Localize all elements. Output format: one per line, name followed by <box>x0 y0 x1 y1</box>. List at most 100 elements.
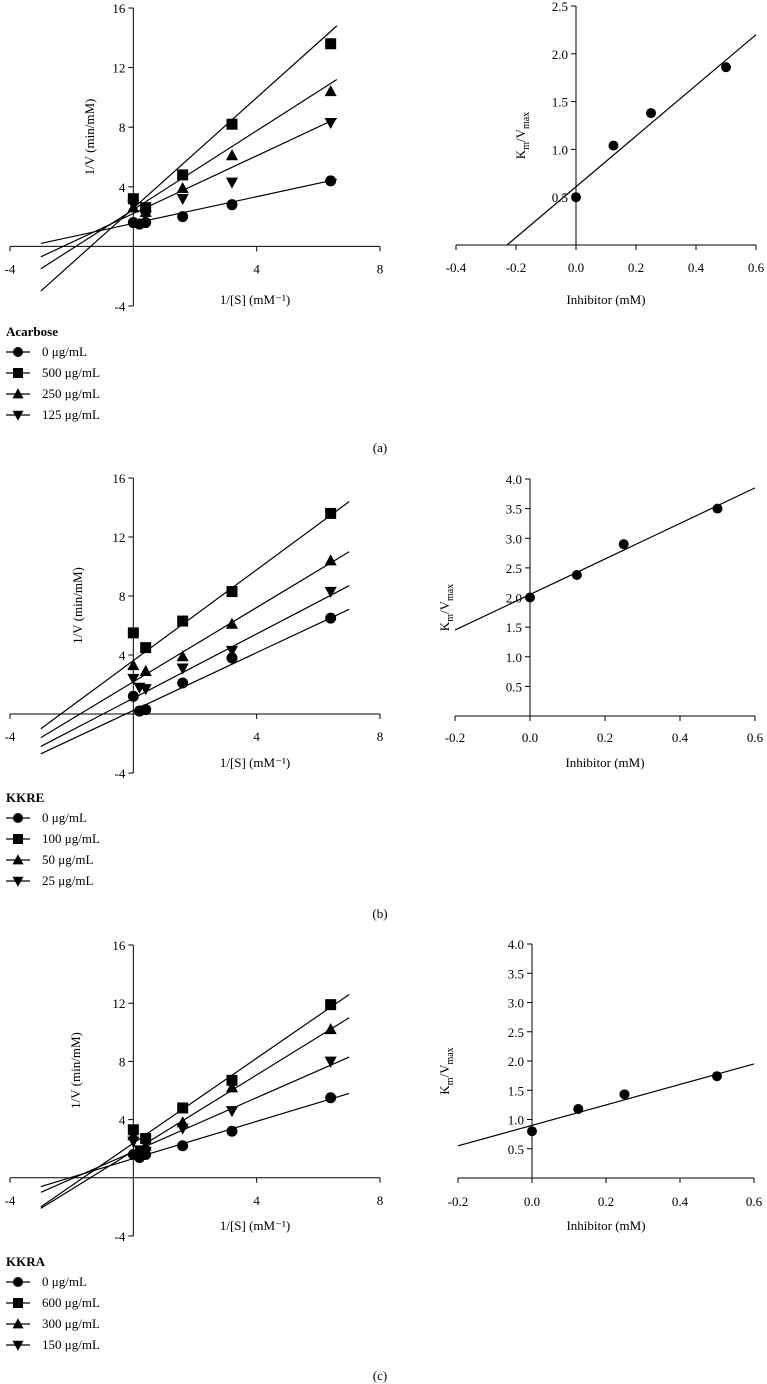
data-point <box>324 117 337 130</box>
x-tick-label: 0.4 <box>688 260 705 275</box>
legend-item-label: 500 μg/mL <box>42 365 100 380</box>
legend-marker <box>12 854 24 865</box>
x-tick-label: 0.0 <box>568 260 584 275</box>
chart-panel-2: -0.4 -0.2 0.0 0.2 0.4 0.6 0.5 1.0 1.5 2.0 2.5 Inhib… <box>446 0 765 307</box>
x-tick-label: 0.2 <box>597 730 613 745</box>
data-point <box>618 539 629 550</box>
y-axis-label: 1/V (min/mM) <box>70 567 85 644</box>
y-tick-label: -4 <box>114 299 125 314</box>
legend: Acarbose 0 μg/mL 500 μg/mL 250 μg/mL 125 μg/… <box>6 324 100 422</box>
legend-title: KKRA <box>6 1254 46 1269</box>
y-tick-label: 3.5 <box>506 502 522 517</box>
x-tick-label: -4 <box>5 1193 16 1208</box>
x-tick-label: -4 <box>5 729 16 744</box>
data-point <box>325 1092 337 1104</box>
y-tick-label: 1.5 <box>506 620 522 635</box>
data-point <box>225 177 239 189</box>
y-axis-label: Km/Vmax <box>513 112 532 159</box>
series-1 <box>40 175 337 245</box>
data-point <box>225 645 239 657</box>
fit-line <box>40 117 338 258</box>
series-2 <box>40 993 350 1208</box>
x-tick-label: 0.0 <box>522 730 538 745</box>
legend-item-label: 150 μg/mL <box>42 1337 100 1352</box>
x-tick-label: 0.4 <box>672 730 689 745</box>
data-point <box>177 615 189 627</box>
series-1 <box>40 608 350 755</box>
y-tick-label: 4.0 <box>506 472 522 487</box>
data-point <box>324 1056 337 1068</box>
data-point <box>721 62 731 73</box>
data-point <box>140 704 152 716</box>
x-axis-label: Inhibitor (mM) <box>566 1218 645 1233</box>
y-tick-label: -4 <box>114 1229 125 1244</box>
x-axis-label: Inhibitor (mM) <box>566 292 645 307</box>
x-tick-label: 0.4 <box>672 1194 689 1209</box>
y-tick-label: 8 <box>119 120 126 135</box>
y-tick-label: 1.5 <box>508 1083 524 1098</box>
y-tick-label: 8 <box>119 589 126 604</box>
data-point <box>127 1136 140 1148</box>
data-point <box>139 210 152 222</box>
series-1 <box>454 487 756 631</box>
data-point <box>226 586 238 598</box>
fit-line <box>40 1056 350 1193</box>
fit-line <box>40 25 338 292</box>
data-point <box>140 642 152 654</box>
legend-marker <box>12 1340 24 1351</box>
x-tick-label: -0.4 <box>446 260 467 275</box>
data-point <box>140 217 152 229</box>
y-tick-label: -4 <box>114 766 125 781</box>
y-axis-label-part: /V <box>437 600 452 614</box>
y-tick-label: 8 <box>119 1054 126 1069</box>
x-tick-label: -0.2 <box>448 1194 469 1209</box>
x-tick-label: 4 <box>253 261 260 276</box>
legend-marker <box>13 813 23 823</box>
y-tick-label: 12 <box>112 530 125 545</box>
y-tick-label: 1.5 <box>552 95 568 110</box>
x-tick-label: 4 <box>253 1193 260 1208</box>
data-point <box>225 1081 239 1093</box>
data-point <box>324 554 337 566</box>
y-axis-label-part: m <box>445 1077 456 1085</box>
data-point <box>325 612 337 624</box>
legend-marker <box>13 834 23 844</box>
data-point <box>225 617 239 629</box>
chart-panel-4: -0.2 0.0 0.2 0.4 0.6 0.5 1.0 1.5 2.0 2.5 3.0 3.5 4.0… <box>437 472 764 770</box>
series-4 <box>40 1056 350 1193</box>
legend-item-label: 50 μg/mL <box>42 852 93 867</box>
series-4 <box>40 117 338 258</box>
fit-line <box>454 487 756 631</box>
data-point <box>325 175 337 187</box>
y-tick-label: 0.5 <box>506 679 522 694</box>
legend-marker <box>13 347 23 357</box>
x-tick-label: -4 <box>5 261 16 276</box>
legend-marker <box>12 410 24 421</box>
data-point <box>177 1140 189 1152</box>
data-point <box>127 673 140 685</box>
y-tick-label: 0.5 <box>552 190 568 205</box>
data-point <box>127 659 140 671</box>
series-4 <box>40 585 350 747</box>
chart-panel-3: -4 4 8 -4 4 8 12 16 1/[S] (mM⁻¹) 1/V (min/mM) <box>5 471 384 781</box>
fit-line <box>40 551 350 739</box>
legend-title: KKRE <box>6 790 44 805</box>
y-axis-label: 1/V (min/mM) <box>68 1032 83 1109</box>
fit-line <box>40 79 338 270</box>
y-tick-label: 3.0 <box>508 996 524 1011</box>
y-axis-label-part: max <box>445 1047 456 1064</box>
y-tick-label: 4 <box>119 180 126 195</box>
chart-panel-1: -4 4 8 -4 4 8 12 16 1/[S] (mM⁻¹) 1/V (min/mM) <box>5 1 384 314</box>
y-tick-label: 2.0 <box>552 47 568 62</box>
data-point <box>619 1089 630 1100</box>
data-point <box>608 140 619 151</box>
fit-line <box>457 1063 755 1147</box>
y-axis-label: Km/Vmax <box>437 584 456 631</box>
data-point <box>127 199 140 212</box>
y-axis-label: 1/V (min/mM) <box>82 99 97 176</box>
y-axis-label-part: /V <box>437 1064 452 1078</box>
chart-panel-5: -4 4 8 -4 4 8 12 16 1/[S] (mM⁻¹) 1/V (min/mM) <box>5 938 384 1244</box>
data-point <box>712 1071 722 1082</box>
data-point <box>176 181 189 194</box>
data-point <box>324 1023 337 1035</box>
